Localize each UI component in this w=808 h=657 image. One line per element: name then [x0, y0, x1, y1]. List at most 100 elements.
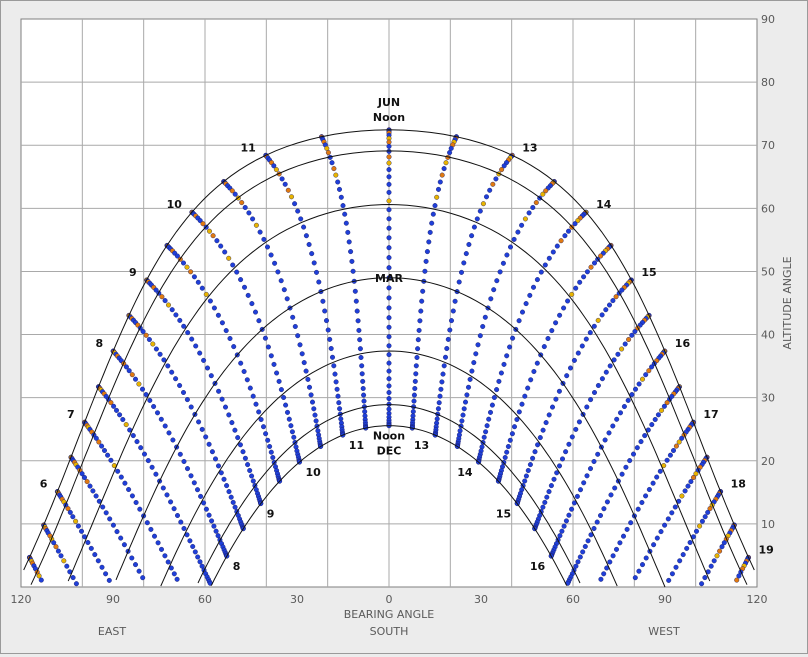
- sun-position-point: [481, 434, 487, 440]
- sun-position-point: [420, 288, 426, 294]
- sun-position-point: [484, 423, 490, 429]
- sun-position-point: [671, 448, 677, 454]
- sun-position-point: [386, 167, 392, 173]
- sun-position-point: [415, 337, 421, 343]
- sun-position-point: [621, 533, 627, 539]
- sun-position-point: [635, 506, 641, 512]
- sun-position-point: [93, 493, 99, 499]
- sun-position-point: [93, 435, 99, 441]
- sun-position-point: [211, 523, 217, 529]
- x-tick-label: 60: [198, 593, 212, 606]
- sun-position-point: [575, 350, 581, 356]
- sun-position-point: [646, 487, 652, 493]
- sun-position-point: [297, 342, 303, 348]
- sun-position-point: [206, 441, 212, 447]
- sun-position-point: [634, 445, 640, 451]
- sun-position-point: [560, 456, 566, 462]
- sun-position-point: [193, 343, 199, 349]
- sun-position-point: [386, 207, 392, 213]
- sun-position-point: [184, 466, 190, 472]
- sun-position-point: [581, 480, 587, 486]
- sun-position-point: [520, 309, 526, 315]
- sun-position-point: [631, 451, 637, 457]
- sun-position-point: [70, 575, 76, 581]
- sun-position-point: [527, 462, 533, 468]
- sun-position-point: [303, 233, 309, 239]
- sun-position-point: [434, 416, 440, 422]
- sun-position-point: [215, 533, 221, 539]
- sun-position-point: [530, 204, 536, 210]
- sun-position-point: [386, 390, 392, 396]
- sun-position-point: [123, 422, 129, 428]
- sun-position-point: [598, 253, 604, 259]
- sun-position-point: [343, 220, 349, 226]
- sun-position-point: [85, 540, 91, 546]
- sun-position-point: [177, 451, 183, 457]
- sun-position-point: [443, 354, 449, 360]
- sun-position-point: [540, 427, 546, 433]
- sun-position-point: [325, 327, 331, 333]
- sun-position-point: [162, 423, 168, 429]
- sun-position-point: [571, 357, 577, 363]
- sun-position-point: [626, 337, 632, 343]
- sun-position-point: [312, 412, 318, 418]
- sun-position-point: [430, 211, 436, 217]
- sun-position-point: [554, 470, 560, 476]
- sun-position-point: [657, 468, 663, 474]
- sun-position-point: [531, 284, 537, 290]
- sun-position-point: [234, 269, 240, 275]
- sun-position-point: [224, 483, 230, 489]
- sun-position-point: [504, 252, 510, 258]
- sun-position-point: [640, 376, 646, 382]
- month-label: JUN: [377, 96, 400, 109]
- sun-position-point: [509, 431, 515, 437]
- sun-position-point: [601, 506, 607, 512]
- sun-position-point: [572, 221, 578, 227]
- sun-position-point: [301, 360, 307, 366]
- sun-position-point: [439, 172, 445, 178]
- sun-position-point: [192, 549, 198, 555]
- sun-position-point: [654, 535, 660, 541]
- sun-position-point: [263, 431, 269, 437]
- sun-position-point: [566, 441, 572, 447]
- sun-position-point: [491, 287, 497, 293]
- sun-position-point: [691, 475, 697, 481]
- sun-position-point: [575, 218, 581, 224]
- sun-position-point: [665, 516, 671, 522]
- direction-east: EAST: [98, 625, 126, 638]
- sun-position-point: [386, 368, 392, 374]
- sun-position-point: [257, 229, 263, 235]
- sun-position-point: [568, 365, 574, 371]
- sun-position-point: [184, 397, 190, 403]
- sun-position-point: [599, 376, 605, 382]
- sun-position-point: [291, 434, 297, 440]
- sun-position-point: [437, 393, 443, 399]
- sun-position-point: [103, 571, 109, 577]
- sun-position-point: [516, 409, 522, 415]
- sun-position-point: [538, 269, 544, 275]
- hour-label: 16: [675, 337, 691, 350]
- sun-position-point: [507, 437, 513, 443]
- hour-label: 8: [233, 560, 241, 573]
- month-label: MAR: [375, 272, 403, 285]
- sun-position-point: [519, 222, 525, 228]
- sun-position-point: [232, 191, 238, 197]
- sun-position-point: [215, 463, 221, 469]
- sun-position-point: [541, 344, 547, 350]
- sun-position-point: [249, 473, 255, 479]
- x-tick-label: 120: [11, 593, 32, 606]
- sun-position-point: [386, 174, 392, 180]
- sun-position-point: [136, 381, 142, 387]
- sun-position-point: [212, 456, 218, 462]
- sun-position-point: [423, 258, 429, 264]
- sun-position-point: [504, 449, 510, 455]
- sun-position-point: [338, 416, 344, 422]
- sun-position-point: [169, 307, 175, 313]
- sun-position-point: [292, 324, 298, 330]
- sun-position-point: [132, 562, 138, 568]
- sun-position-point: [38, 577, 44, 583]
- sun-position-point: [210, 233, 216, 239]
- sun-position-point: [595, 383, 601, 389]
- sun-position-point: [566, 228, 572, 234]
- sun-position-point: [687, 540, 693, 546]
